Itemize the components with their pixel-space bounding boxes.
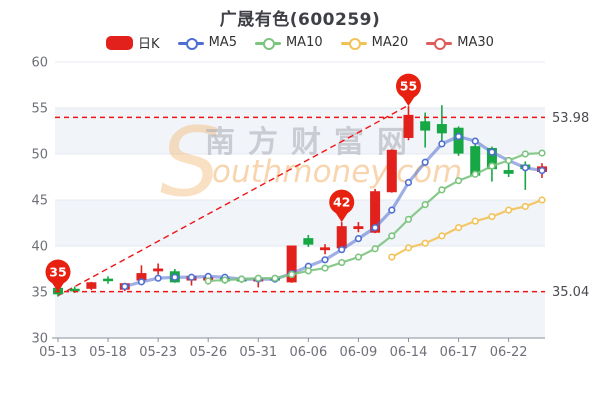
legend-item-ma20[interactable]: MA20 xyxy=(340,35,409,50)
candlestick[interactable] xyxy=(320,244,331,255)
x-axis: 05-13 05-18 05-23 05-26 05-31 06-06 06-09 06-14… xyxy=(39,337,545,360)
reference-price-label: 35.04 xyxy=(552,285,589,300)
y-axis-label: 60 xyxy=(31,56,48,71)
svg-text:outhmoney.com: outhmoney.com xyxy=(212,154,462,190)
candlestick[interactable] xyxy=(453,126,464,156)
legend-item-日k[interactable]: 日K xyxy=(106,33,160,52)
legend-label: MA10 xyxy=(285,35,323,50)
reference-line: 53.98 xyxy=(55,111,589,126)
candlestick[interactable] xyxy=(303,234,314,247)
x-axis-label: 06-09 xyxy=(340,345,378,360)
candlestick[interactable] xyxy=(86,281,97,291)
chart-title: 广晟有色(600259) xyxy=(219,10,381,30)
price-marker-42[interactable]: 42 xyxy=(329,189,355,223)
svg-text:35: 35 xyxy=(49,265,66,280)
y-axis-label: 35 xyxy=(31,286,48,301)
svg-text:55: 55 xyxy=(400,79,417,94)
candlestick[interactable] xyxy=(403,106,414,141)
legend-label: MA20 xyxy=(371,35,409,50)
x-axis-label: 05-31 xyxy=(239,345,277,360)
legend-item-ma30[interactable]: MA30 xyxy=(426,35,494,50)
chart-legend: 日K MA5 MA10 MA20 MA30 xyxy=(0,33,600,52)
legend-label: MA30 xyxy=(457,35,494,50)
legend-label: 日K xyxy=(138,37,160,52)
y-axis-label: 30 xyxy=(31,332,48,347)
legend-label: MA5 xyxy=(208,35,237,50)
line-swatch-icon xyxy=(254,36,281,50)
candle-swatch-icon xyxy=(106,35,134,50)
x-axis-label: 06-06 xyxy=(289,345,327,360)
candlestick[interactable] xyxy=(103,276,114,284)
candlestick[interactable] xyxy=(386,149,397,193)
reference-line: 35.04 xyxy=(55,285,589,300)
line-swatch-icon xyxy=(340,36,367,50)
trendline xyxy=(57,104,409,297)
svg-text:南方财富网: 南方财富网 xyxy=(205,125,420,160)
y-axis-label: 55 xyxy=(31,102,48,117)
x-axis-label: 06-14 xyxy=(390,345,428,360)
x-axis-label: 05-26 xyxy=(189,345,227,360)
x-axis-label: 06-17 xyxy=(440,345,478,360)
reference-price-label: 53.98 xyxy=(552,111,589,126)
legend-item-ma10[interactable]: MA10 xyxy=(254,35,323,50)
legend-item-ma5[interactable]: MA5 xyxy=(177,35,237,50)
price-marker-35[interactable]: 35 xyxy=(45,259,71,293)
price-marker-55[interactable]: 55 xyxy=(395,73,421,107)
ma-line-ma20[interactable] xyxy=(388,196,546,261)
svg-text:S: S xyxy=(160,108,220,218)
x-axis-label: 05-13 xyxy=(39,345,77,360)
x-axis-label: 05-23 xyxy=(139,345,177,360)
x-axis-label: 05-18 xyxy=(89,345,127,360)
candlestick[interactable] xyxy=(420,112,431,148)
y-axis: 30 35 40 45 50 55 60 xyxy=(31,56,48,347)
candlestick[interactable] xyxy=(153,263,164,275)
x-axis-label: 06-22 xyxy=(490,345,528,360)
svg-text:42: 42 xyxy=(333,195,350,210)
y-axis-label: 40 xyxy=(31,240,48,255)
line-swatch-icon xyxy=(177,36,204,50)
candlestick[interactable] xyxy=(436,105,447,143)
candlestick[interactable] xyxy=(353,222,364,233)
line-swatch-icon xyxy=(426,36,453,50)
ma-line-ma10[interactable] xyxy=(204,149,546,285)
y-axis-label: 50 xyxy=(31,148,48,163)
y-axis-label: 45 xyxy=(31,194,48,209)
